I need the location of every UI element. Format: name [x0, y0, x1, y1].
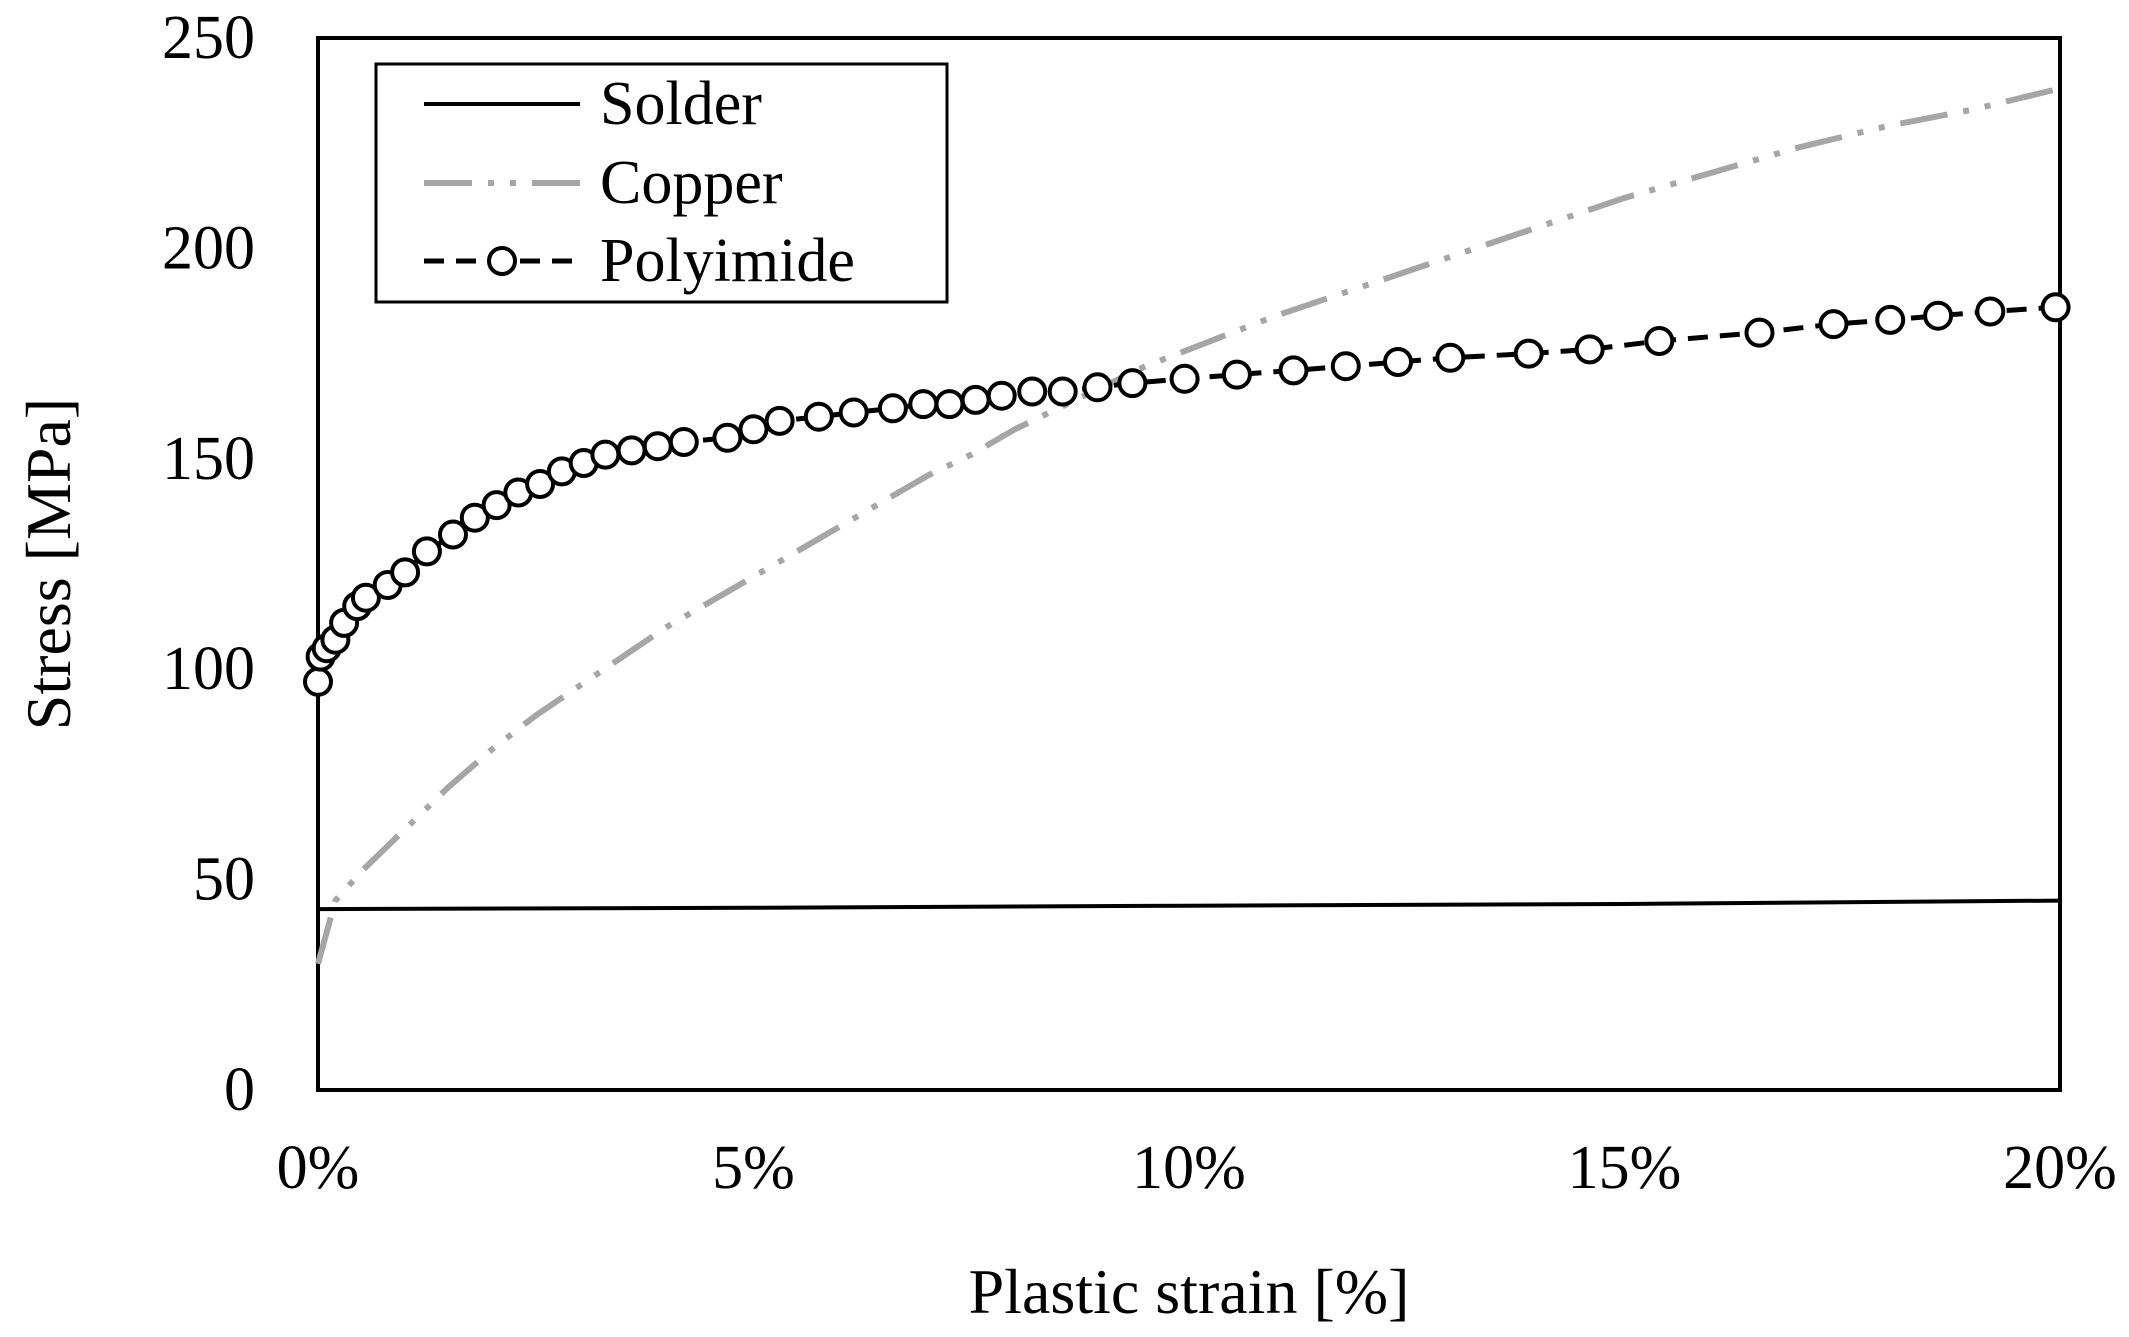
data-point-polyimide — [1644, 326, 1675, 356]
y-tick-label: 150 — [162, 425, 255, 493]
data-point-polyimide — [1435, 342, 1466, 373]
x-tick-label: 0% — [277, 1134, 360, 1202]
legend-label-solder: Solder — [600, 70, 762, 138]
data-point-polyimide — [616, 435, 647, 466]
data-point-polyimide — [1513, 338, 1544, 369]
data-point-polyimide — [590, 439, 621, 470]
data-point-polyimide — [877, 393, 908, 424]
data-point-polyimide — [838, 397, 869, 428]
x-axis-ticks: 0% 5% 10% 15% 20% — [277, 1134, 2117, 1202]
series-layer — [303, 85, 2071, 965]
legend-label-copper: Copper — [600, 149, 783, 217]
data-point-polyimide — [1975, 296, 2006, 327]
data-point-polyimide — [712, 422, 743, 453]
y-tick-label: 200 — [162, 214, 255, 282]
y-tick-label: 0 — [224, 1056, 255, 1124]
data-point-polyimide — [986, 380, 1017, 411]
data-point-polyimide — [303, 666, 333, 697]
data-point-polyimide — [1383, 347, 1413, 377]
data-point-polyimide — [1744, 317, 1775, 348]
data-point-polyimide — [908, 389, 939, 420]
data-point-polyimide — [1047, 376, 1078, 407]
y-tick-label: 100 — [162, 635, 255, 703]
data-point-polyimide — [1117, 368, 1148, 399]
series-line-solder — [317, 898, 2061, 912]
series-line-copper — [315, 85, 2061, 965]
data-point-polyimide — [1923, 300, 1954, 331]
data-point-polyimide — [764, 405, 795, 436]
legend: Solder Copper Polyimide — [374, 62, 949, 304]
data-point-polyimide — [411, 536, 442, 567]
y-tick-label: 250 — [162, 4, 255, 72]
data-point-polyimide — [960, 384, 991, 415]
data-point-polyimide — [525, 469, 556, 499]
data-point-polyimide — [1875, 304, 1906, 335]
legend-marker-polyimide — [487, 246, 517, 276]
data-point-polyimide — [1818, 309, 1849, 340]
data-point-polyimide — [438, 519, 468, 550]
data-point-polyimide — [934, 389, 965, 420]
data-point-polyimide — [738, 414, 769, 445]
y-axis-ticks: 0 50 100 150 200 250 — [162, 4, 255, 1124]
data-point-polyimide — [642, 431, 673, 462]
data-point-polyimide — [803, 401, 834, 432]
data-point-polyimide — [350, 582, 381, 613]
y-tick-label: 50 — [193, 846, 255, 914]
data-point-polyimide — [459, 502, 490, 533]
x-tick-label: 5% — [712, 1134, 795, 1202]
x-tick-label: 15% — [1568, 1134, 1682, 1202]
y-axis-title: Stress [MPa] — [13, 398, 84, 730]
data-point-polyimide — [1278, 355, 1309, 386]
legend-label-polyimide: Polyimide — [600, 227, 855, 295]
data-point-polyimide — [668, 427, 699, 457]
x-tick-label: 20% — [2003, 1134, 2117, 1202]
data-point-polyimide — [390, 557, 421, 588]
data-point-polyimide — [1017, 376, 1048, 407]
x-axis-title: Plastic strain [%] — [969, 1256, 1410, 1327]
data-point-polyimide — [1169, 363, 1200, 394]
data-point-polyimide — [2040, 292, 2071, 323]
data-point-polyimide — [1221, 359, 1252, 390]
data-point-polyimide — [1574, 334, 1605, 365]
data-point-polyimide — [1082, 372, 1113, 403]
x-tick-label: 10% — [1132, 1134, 1246, 1202]
data-point-polyimide — [1330, 351, 1361, 382]
data-point-polyimide — [481, 490, 512, 521]
